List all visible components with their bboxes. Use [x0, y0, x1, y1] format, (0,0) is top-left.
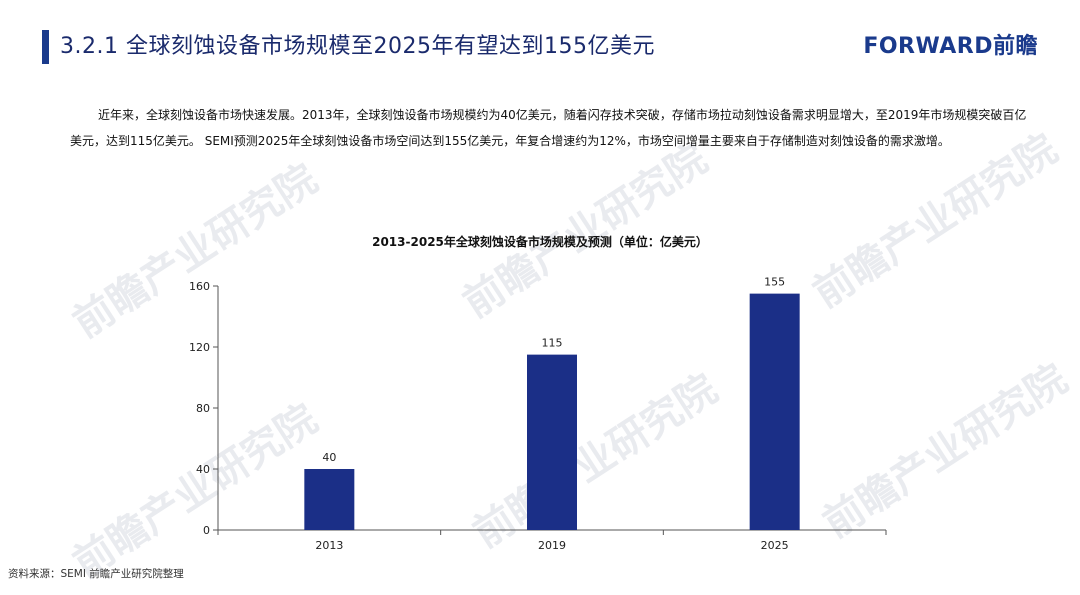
chart-title: 2013-2025年全球刻蚀设备市场规模及预测（单位：亿美元）	[372, 235, 708, 249]
title-accent-bar	[42, 30, 49, 64]
bar-2019	[527, 354, 577, 530]
bar-2025	[749, 293, 800, 530]
x-tick-label: 2019	[538, 539, 566, 552]
x-tick-label: 2013	[315, 539, 343, 552]
data-label-2019: 115	[542, 337, 563, 350]
bar-2013	[304, 469, 355, 530]
data-label-2025: 155	[764, 276, 785, 289]
y-tick-label: 80	[196, 402, 210, 415]
x-tick-label: 2025	[761, 539, 789, 552]
y-tick-label: 40	[196, 463, 210, 476]
y-tick-label: 120	[189, 341, 210, 354]
intro-paragraph: 近年来，全球刻蚀设备市场快速发展。2013年，全球刻蚀设备市场规模约为40亿美元…	[70, 108, 1027, 148]
source-note: 资料来源：SEMI 前瞻产业研究院整理	[8, 568, 184, 580]
data-label-2013: 40	[322, 451, 336, 464]
page-title: 3.2.1 全球刻蚀设备市场规模至2025年有望达到155亿美元	[60, 34, 655, 59]
y-tick-label: 0	[203, 524, 210, 537]
brand-logo: FORWARD前瞻	[863, 34, 1038, 59]
y-tick-label: 160	[189, 280, 210, 293]
